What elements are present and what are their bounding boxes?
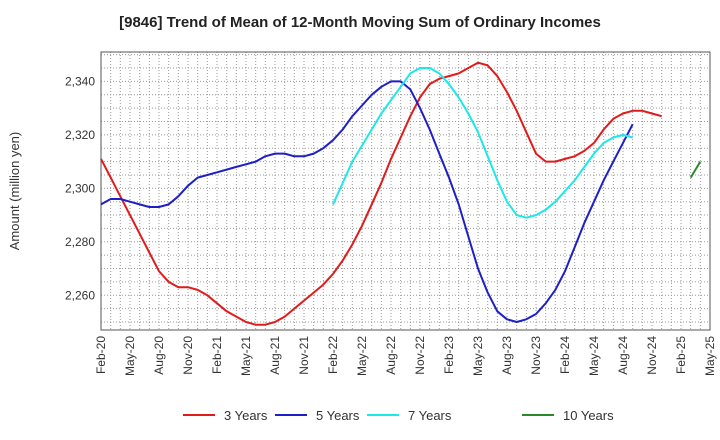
x-tick-label: Aug-20 — [152, 336, 166, 375]
x-axis: Feb-20 May-20 Aug-20 Nov-20 Feb-21 May-21 Aug-… — [94, 336, 717, 376]
series-line-3-years — [100, 61, 662, 326]
x-tick-label: Aug-23 — [500, 336, 514, 375]
y-axis: 2,260 2,280 2,300 2,320 2,340 — [65, 74, 95, 302]
x-tick-label: May-22 — [355, 336, 369, 376]
x-tick-label: May-20 — [123, 336, 137, 376]
x-tick-label: Feb-20 — [94, 336, 108, 374]
x-tick-label: Feb-22 — [326, 336, 340, 374]
x-tick-label: Nov-21 — [297, 336, 311, 375]
series-line-5-years — [100, 80, 634, 323]
legend-label: 3 Years — [224, 408, 268, 423]
y-axis-title: Amount (million yen) — [7, 132, 22, 251]
x-tick-label: Aug-22 — [384, 336, 398, 375]
x-tick-label: Nov-24 — [645, 336, 659, 375]
x-tick-label: Nov-22 — [413, 336, 427, 375]
y-tick-label: 2,340 — [65, 74, 95, 88]
x-tick-label: Feb-24 — [558, 336, 572, 374]
series-lines — [100, 61, 702, 326]
x-tick-label: Feb-25 — [674, 336, 688, 374]
x-tick-label: Nov-20 — [181, 336, 195, 375]
x-tick-label: Feb-21 — [210, 336, 224, 374]
plot-frame — [100, 51, 711, 331]
series-line-10-years — [689, 161, 702, 179]
legend-label: 10 Years — [563, 408, 614, 423]
legend-label: 7 Years — [408, 408, 452, 423]
y-tick-label: 2,260 — [65, 288, 95, 302]
x-tick-label: May-25 — [703, 336, 717, 376]
x-tick-label: May-21 — [239, 336, 253, 376]
series-line-7-years — [332, 67, 633, 219]
y-tick-label: 2,300 — [65, 181, 95, 195]
x-tick-label: Nov-23 — [529, 336, 543, 375]
y-tick-label: 2,320 — [65, 128, 95, 142]
x-tick-label: Aug-24 — [616, 336, 630, 375]
chart-title: [9846] Trend of Mean of 12-Month Moving … — [119, 14, 601, 31]
x-tick-label: May-24 — [587, 336, 601, 376]
legend: 3 Years 5 Years 7 Years 10 Years — [183, 408, 614, 423]
y-tick-label: 2,280 — [65, 235, 95, 249]
x-tick-label: Aug-21 — [268, 336, 282, 375]
x-tick-label: Feb-23 — [442, 336, 456, 374]
x-tick-label: May-23 — [471, 336, 485, 376]
legend-label: 5 Years — [316, 408, 360, 423]
grid — [101, 52, 710, 330]
